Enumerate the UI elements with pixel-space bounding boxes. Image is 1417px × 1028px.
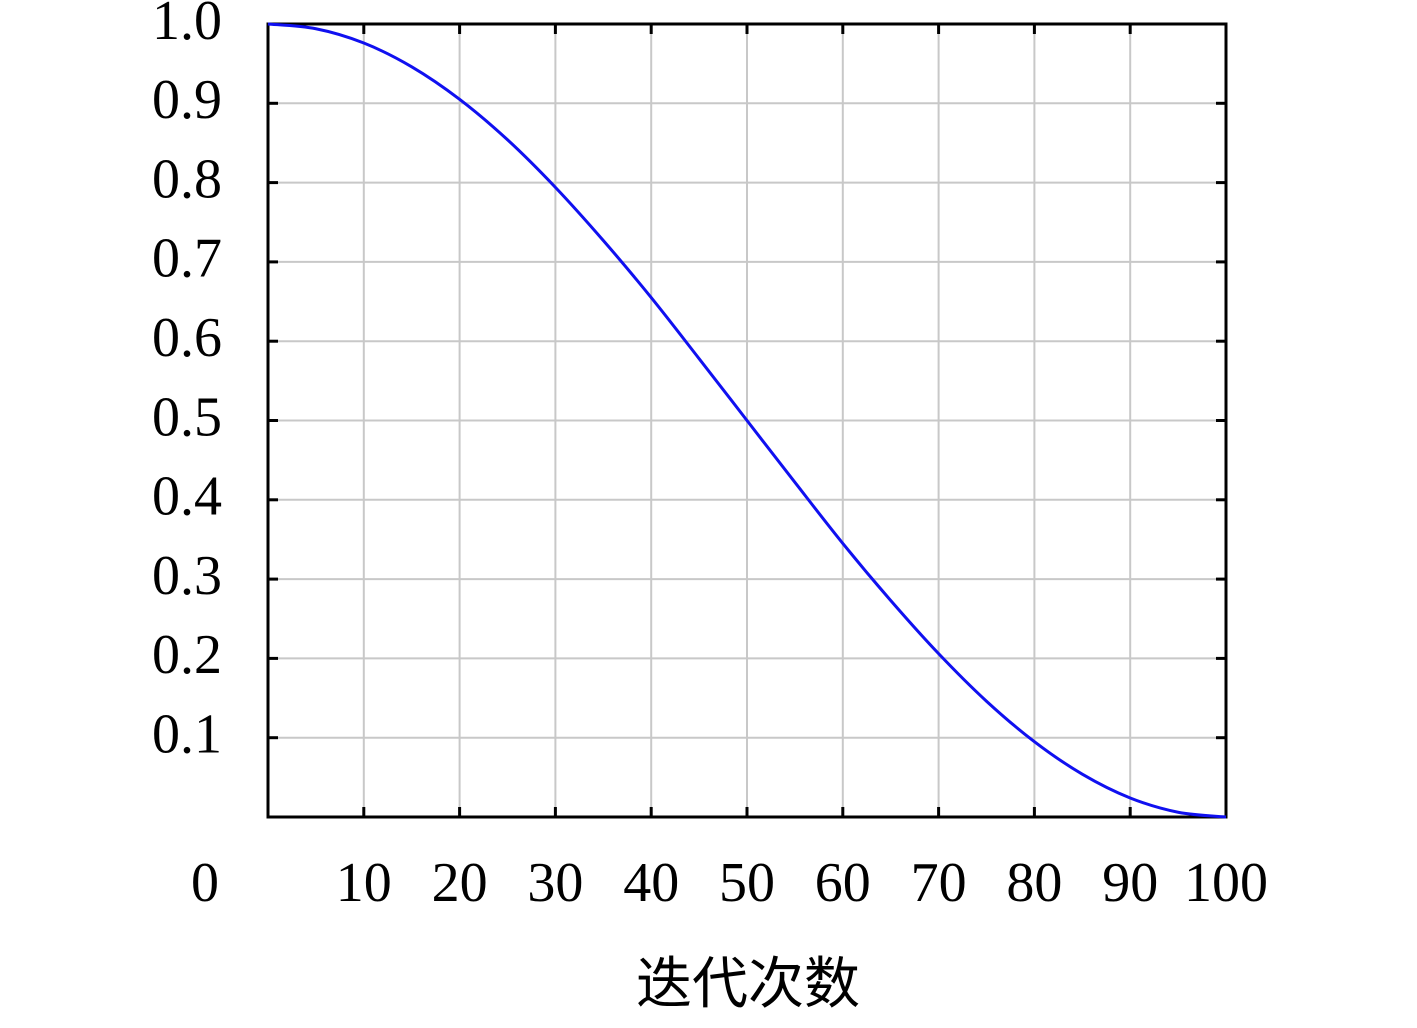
x-tick-label: 20: [432, 852, 488, 914]
x-tick-label: 10: [336, 852, 392, 914]
x-tick-label: 80: [1006, 852, 1062, 914]
x-tick-label: 100: [1184, 852, 1268, 914]
x-axis-label: 迭代次数: [636, 954, 860, 1016]
plot-frame: [266, 22, 1228, 819]
y-tick-label: 0.9: [152, 69, 222, 131]
x-tick-label: 50: [719, 852, 775, 914]
y-tick-label: 0.3: [152, 545, 222, 607]
y-tick-label: 0.5: [152, 386, 222, 448]
y-tick-label: 0.6: [152, 307, 222, 369]
x-tick-label: 60: [815, 852, 871, 914]
x-tick-label: 40: [623, 852, 679, 914]
y-tick-label: 0.8: [152, 148, 222, 210]
y-tick-label: 1.0: [152, 0, 222, 52]
y-tick-label: 0.7: [152, 228, 222, 290]
x-tick-label: 30: [527, 852, 583, 914]
x-tick-label: 70: [911, 852, 967, 914]
y-tick-label: 0.4: [152, 466, 222, 528]
x-tick-label: 90: [1102, 852, 1158, 914]
x-tick-label: 0: [191, 852, 219, 914]
line-series: [267, 22, 1227, 819]
y-tick-label: 0.1: [152, 704, 222, 766]
y-tick-label: 0.2: [152, 624, 222, 686]
